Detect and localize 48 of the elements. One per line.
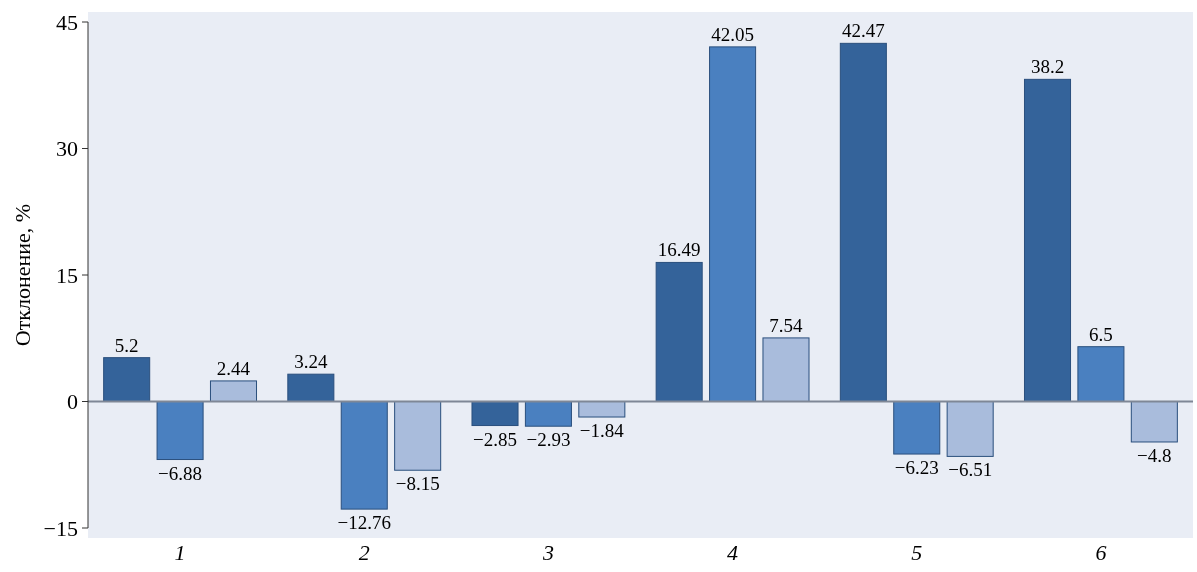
data-label: −4.8 (1137, 444, 1172, 466)
y-tick-label: 45 (56, 9, 78, 35)
data-label: 2.44 (216, 357, 251, 379)
bar (1023, 78, 1072, 402)
data-label: −1.84 (579, 420, 625, 442)
data-label: 16.49 (657, 239, 701, 261)
bar (394, 401, 442, 471)
bar (655, 261, 703, 402)
x-tick-label: 1 (174, 540, 186, 565)
bar (471, 401, 519, 427)
data-label: 5.2 (114, 334, 139, 356)
x-tick-label: 2 (358, 540, 370, 565)
data-label: −2.85 (473, 428, 517, 450)
data-label: −6.23 (894, 457, 939, 479)
bar (156, 401, 204, 461)
bar (762, 337, 810, 402)
data-label: 6.5 (1089, 323, 1113, 345)
bar (524, 401, 572, 427)
bar (946, 401, 994, 457)
bar (209, 380, 258, 402)
y-tick-label: 30 (56, 136, 78, 162)
data-label: 42.47 (841, 20, 885, 42)
y-tick-label: 0 (67, 389, 78, 415)
data-label: 7.54 (769, 314, 804, 336)
bar (103, 357, 151, 402)
bar (1077, 346, 1125, 402)
x-tick-label: 4 (727, 540, 739, 565)
x-tick-label: 3 (541, 540, 554, 565)
bar (578, 401, 626, 418)
y-axis-title: Отклонение, % (10, 203, 35, 347)
bar (709, 46, 757, 402)
data-label: −6.51 (948, 459, 993, 481)
bar (893, 401, 941, 455)
x-tick-label: 5 (911, 540, 923, 565)
data-label: 38.2 (1030, 56, 1065, 78)
data-label: −8.15 (395, 473, 440, 495)
data-label: −12.76 (337, 512, 391, 534)
y-tick-label: 15 (56, 262, 78, 288)
y-tick-label: −15 (43, 515, 78, 541)
x-tick-label: 6 (1095, 540, 1107, 565)
bar (839, 42, 887, 402)
data-label: −2.93 (526, 429, 571, 451)
data-label: 3.24 (294, 351, 328, 373)
bar (1130, 401, 1178, 443)
data-label: 42.05 (711, 23, 754, 45)
data-label: −6.88 (158, 462, 203, 484)
bar (340, 401, 388, 510)
bar (287, 373, 335, 402)
